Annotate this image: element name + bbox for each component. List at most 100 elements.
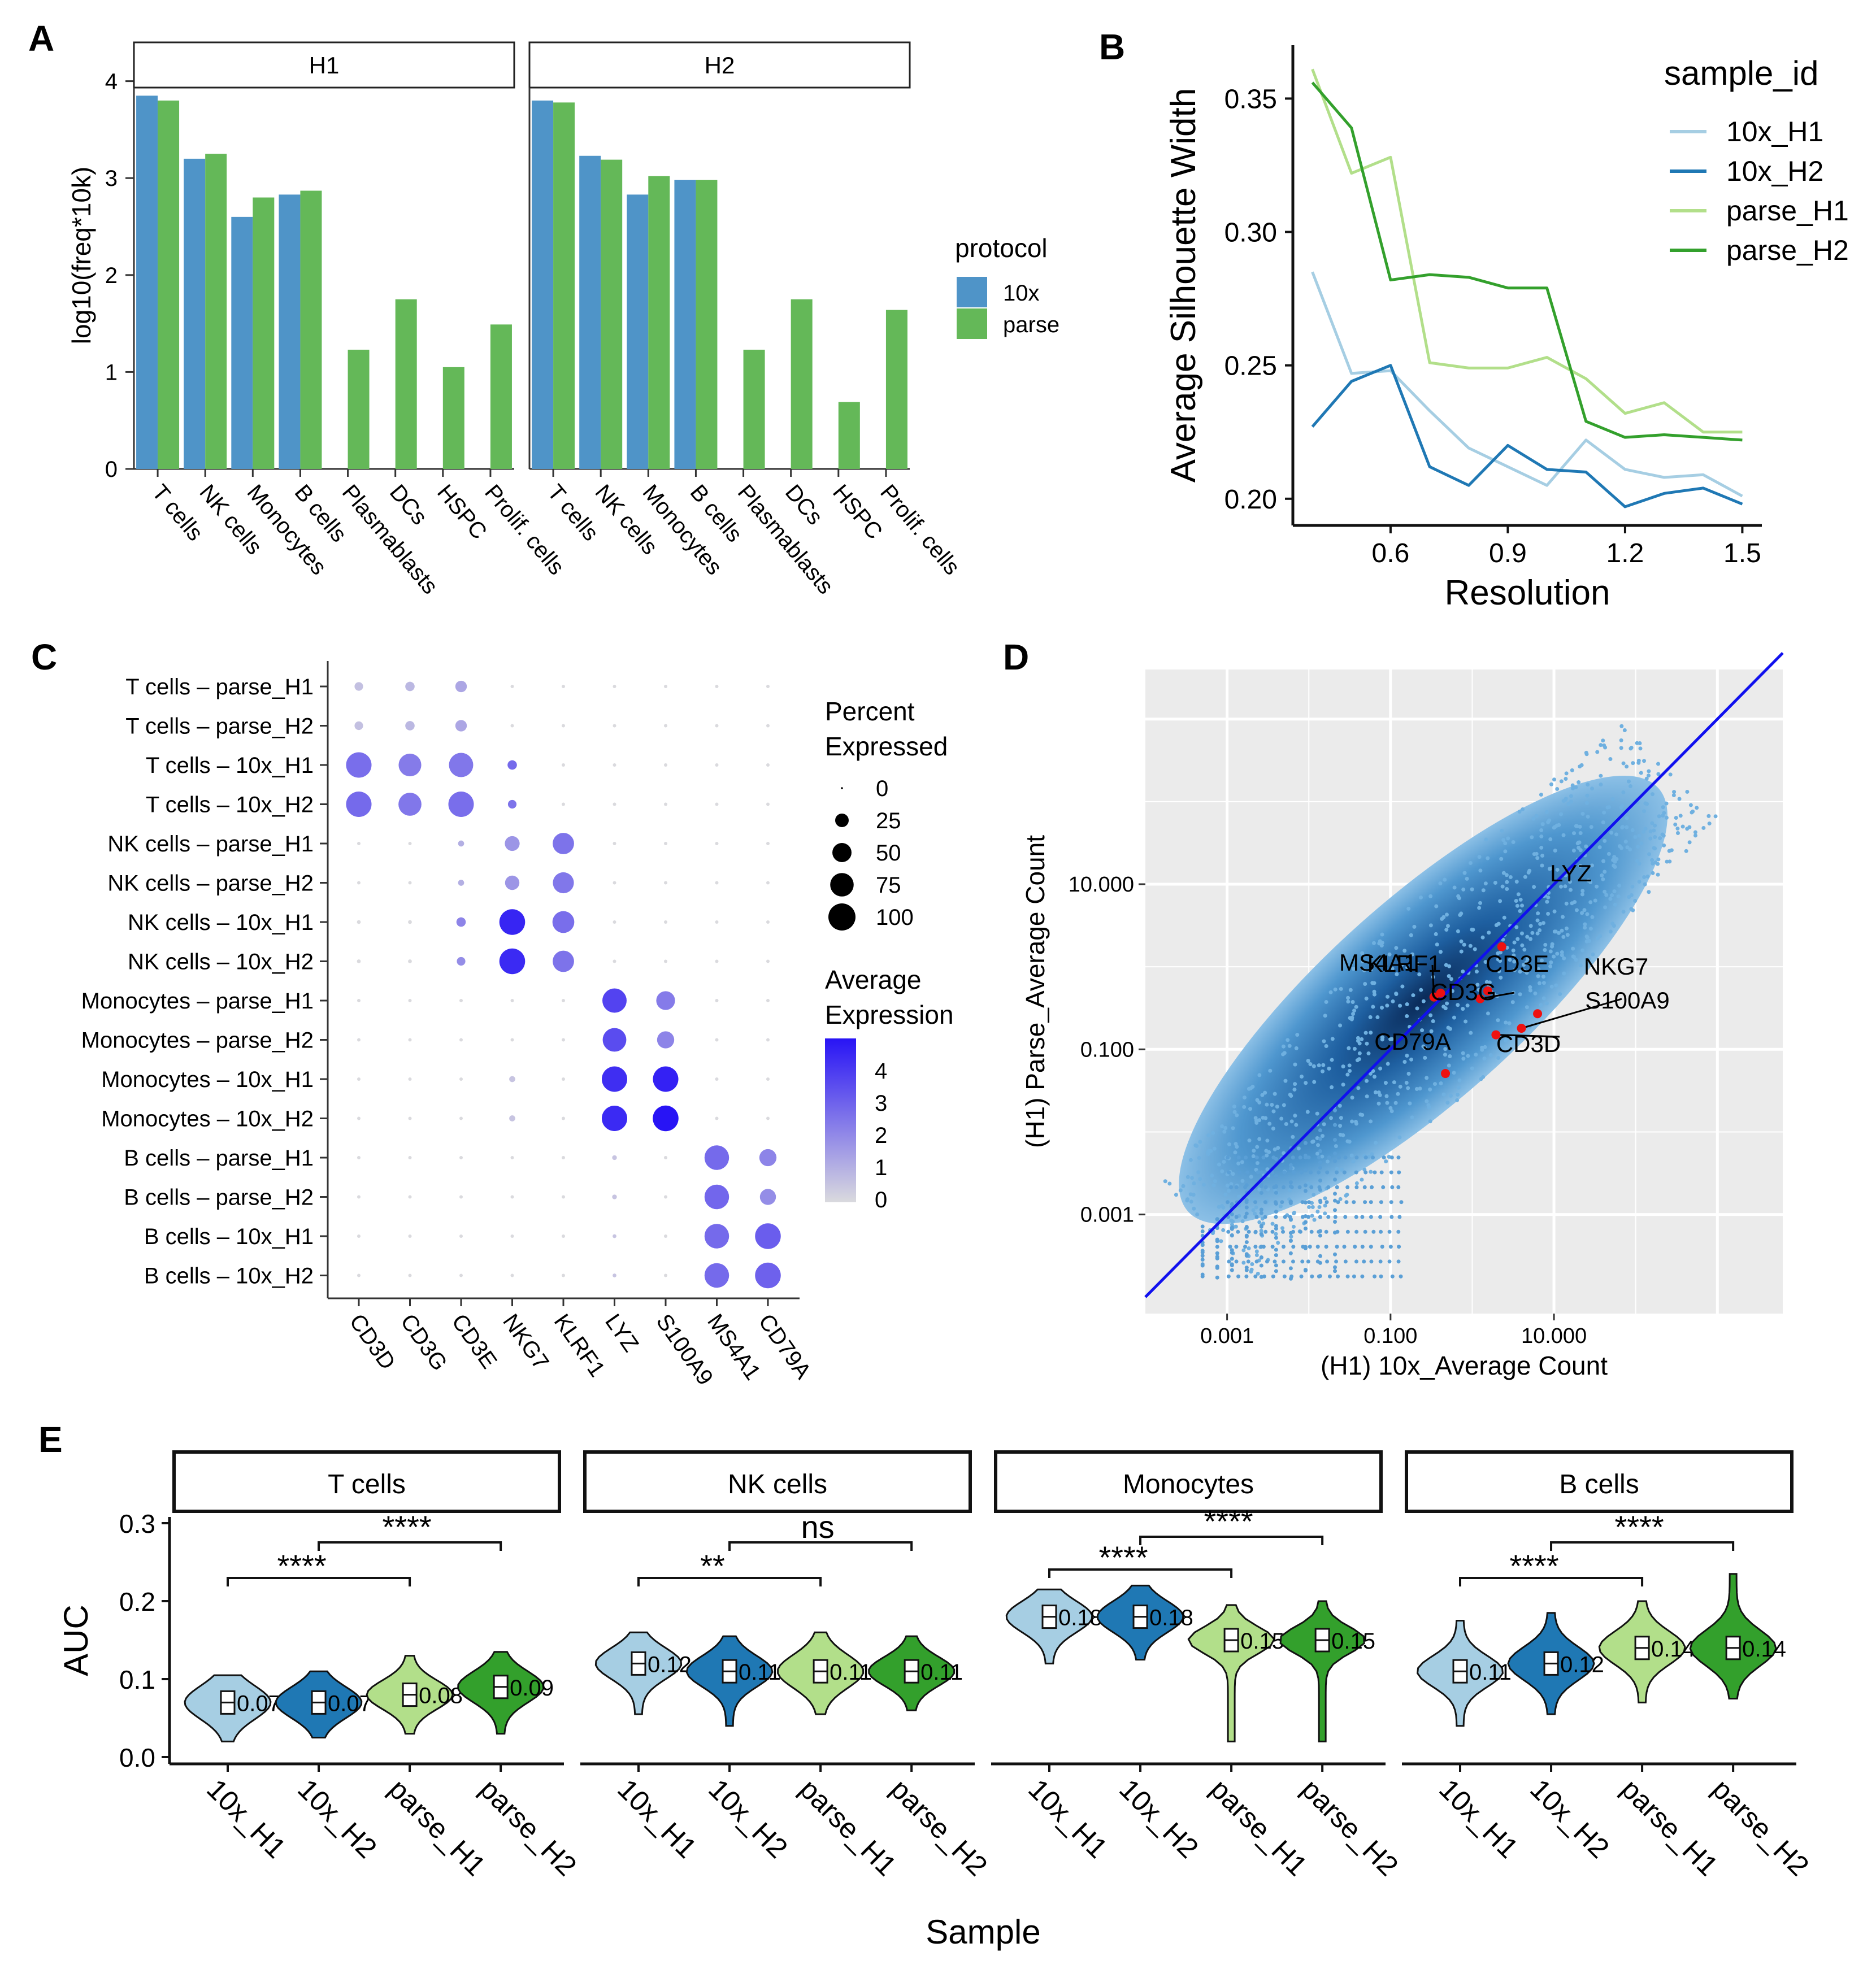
d-point [1271,1274,1275,1279]
c-gene-label-lyz: LYZ [600,1310,643,1357]
c-dot-b-cells-10x-h2-klrf1 [562,1273,565,1277]
d-point [1572,955,1577,959]
d-point [1506,836,1510,841]
a-bar-parse-h1-prolif-cells [490,324,512,469]
d-point [1486,1011,1490,1016]
d-point [1188,1192,1193,1197]
d-point [1243,1215,1248,1219]
d-point [1583,922,1587,927]
d-point [1664,801,1669,806]
c-dot-t-cells-parse-h2-s100a9 [664,724,667,728]
d-point [1578,764,1582,769]
a-xtick-label: T cells [147,480,208,546]
d-point [1678,814,1683,818]
d-point [1244,1211,1249,1216]
d-point [1335,1245,1339,1249]
d-point [1286,1038,1290,1042]
e-median-label: 0.07 [237,1691,281,1716]
c-dot-monocytes-parse-h2-cd3d [357,1038,361,1042]
a-bar-parse-h1-nk-cells [205,154,227,469]
d-point [1229,1185,1234,1189]
d-point [1265,1102,1269,1107]
d-point [1380,1006,1384,1010]
d-point [1450,989,1454,993]
d-point [1284,1121,1288,1126]
c-size-legend-label: 75 [876,873,901,898]
d-point [1503,849,1508,854]
d-point [1441,1005,1446,1009]
d-point [1578,863,1583,868]
d-point [1684,849,1688,853]
d-highlight-point-cd3d [1491,1030,1501,1040]
d-point [1185,1175,1190,1179]
d-point [1532,885,1536,889]
d-point [1378,1259,1383,1264]
d-point [1575,824,1579,828]
d-point [1671,793,1676,798]
c-color-legend-title: Expression [825,1000,954,1029]
c-dot-monocytes-10x-h2-klrf1 [562,1116,565,1120]
c-dot-nk-cells-10x-h1-s100a9 [664,920,667,924]
d-point [1291,1224,1296,1229]
e-violin-monocytes-parse-h1 [1187,1604,1275,1742]
d-point [1370,1152,1374,1157]
a-ylabel: log10(freq*10k) [67,167,96,345]
a-bar-parse-h1-b-cells [300,190,322,469]
c-dot-monocytes-parse-h2-ms4a1 [715,1038,719,1042]
c-dot-monocytes-parse-h2-cd79a [766,1038,770,1042]
d-point [1247,1086,1251,1091]
c-dot-b-cells-10x-h2-lyz [613,1273,616,1277]
a-bar-10x-h2-nk-cells [579,155,601,469]
d-point [1274,1263,1278,1268]
c-dot-monocytes-parse-h2-klrf1 [562,1038,565,1042]
d-point [1481,888,1486,893]
d-point [1559,812,1564,816]
d-point [1291,1259,1295,1264]
c-dot-nk-cells-10x-h2-cd3g [408,959,412,963]
d-point [1546,895,1551,899]
c-dot-b-cells-10x-h1-klrf1 [562,1234,565,1238]
d-point [1200,1249,1205,1253]
d-point [1523,875,1527,879]
d-point [1410,1115,1414,1120]
c-dot-monocytes-10x-h2-lyz [601,1105,628,1132]
d-point [1315,1136,1319,1140]
d-point [1328,990,1333,994]
c-dot-nk-cells-parse-h2-klrf1 [553,872,574,894]
c-gene-label-klrf1: KLRF1 [549,1310,610,1381]
d-point [1613,902,1617,907]
c-dot-b-cells-parse-h1-klrf1 [562,1156,565,1159]
c-dot-nk-cells-10x-h2-s100a9 [664,959,667,963]
d-point [1549,960,1553,964]
d-point [1441,915,1446,919]
d-point [1543,947,1547,952]
c-gene-label-cd3g: CD3G [396,1310,452,1375]
d-identity-line [1144,652,1784,1298]
c-dot-monocytes-parse-h2-cd3e [459,1038,463,1042]
d-point [1428,894,1433,898]
d-point [1289,1274,1294,1279]
d-highlight-point-s100a9 [1517,1023,1526,1033]
d-point [1419,988,1423,992]
d-point [1501,871,1506,875]
d-point [1380,1245,1384,1249]
d-point [1333,987,1337,992]
d-point [1538,981,1542,985]
c-color-legend-label: 0 [875,1188,887,1212]
d-point [1619,746,1623,750]
d-point [1282,1185,1286,1189]
d-point [1333,1177,1337,1182]
d-point [1211,1131,1215,1135]
d-point [1270,1229,1275,1234]
c-dot-b-cells-parse-h2-klrf1 [562,1195,565,1199]
e-median-label: 0.07 [328,1691,372,1716]
d-point [1565,933,1570,937]
c-dot-monocytes-10x-h1-klrf1 [562,1077,565,1081]
d-point [1590,863,1595,868]
d-point [1546,911,1551,916]
d-point [1255,1098,1260,1102]
d-point [1259,1207,1263,1212]
d-point [1580,811,1585,816]
d-point [1650,858,1654,862]
c-size-legend-dot [832,843,852,862]
